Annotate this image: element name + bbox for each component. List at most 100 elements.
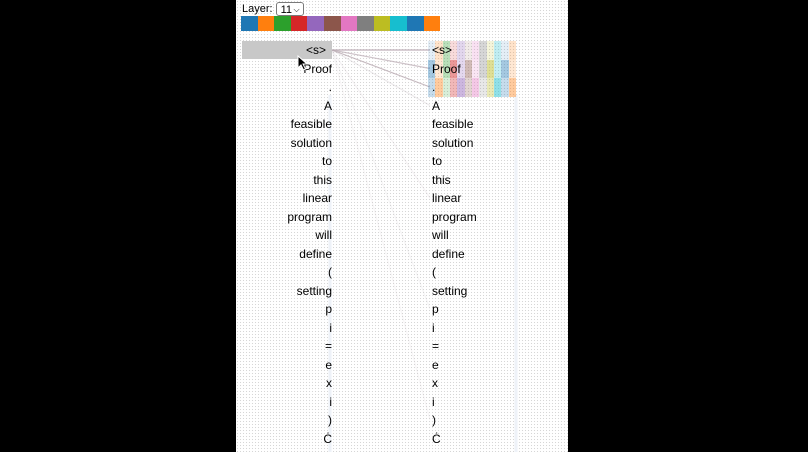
attention-weight-cell xyxy=(479,59,487,78)
right-token[interactable]: ) xyxy=(432,413,436,427)
right-token[interactable]: ( xyxy=(432,265,436,279)
attention-weight-cell xyxy=(457,78,465,97)
left-token[interactable]: this xyxy=(313,172,332,187)
left-token[interactable]: e xyxy=(325,357,332,372)
attention-weight-cell xyxy=(464,59,472,78)
head-color-swatch[interactable] xyxy=(373,16,391,31)
head-color-swatch[interactable] xyxy=(390,16,407,31)
attention-weight-cell xyxy=(472,78,480,97)
layer-select-value: 11 xyxy=(280,4,292,16)
right-token[interactable]: setting xyxy=(432,283,468,298)
attention-weight-cell xyxy=(464,78,472,97)
left-token[interactable]: p xyxy=(325,302,332,316)
right-token[interactable]: define xyxy=(432,246,465,261)
left-token[interactable]: Proof xyxy=(303,61,332,76)
left-token[interactable]: will xyxy=(315,228,332,242)
left-token[interactable]: ) xyxy=(328,413,332,427)
right-token[interactable]: . xyxy=(432,80,436,94)
left-token[interactable]: i xyxy=(329,394,332,409)
layer-label: Layer: xyxy=(242,3,273,15)
left-token[interactable]: program xyxy=(287,209,332,224)
attention-link xyxy=(331,49,431,310)
left-token[interactable]: linear xyxy=(302,191,332,205)
left-token[interactable]: <s> xyxy=(242,41,332,59)
head-color-swatch[interactable] xyxy=(323,16,341,31)
attention-weight-cell xyxy=(442,59,450,78)
left-token[interactable]: = xyxy=(324,339,332,353)
head-color-swatch[interactable] xyxy=(357,16,374,31)
attention-weight-cell xyxy=(457,41,465,60)
attention-link xyxy=(331,49,431,88)
layer-controls: Layer: 11 ⌵ xyxy=(242,1,304,17)
left-token[interactable]: A xyxy=(323,98,332,113)
left-token[interactable]: Ċ xyxy=(323,431,332,446)
attention-weight-cell xyxy=(508,41,516,60)
right-token[interactable]: p xyxy=(432,302,439,316)
head-color-swatch[interactable] xyxy=(290,16,308,31)
attention-weight-cell xyxy=(464,41,472,60)
left-token[interactable]: feasible xyxy=(290,117,332,131)
attention-weight-cell xyxy=(435,41,443,60)
attention-weight-cell xyxy=(508,78,516,97)
left-token[interactable]: ( xyxy=(328,265,332,279)
attention-weight-cell xyxy=(494,41,502,60)
attention-weight-cell xyxy=(428,59,436,78)
left-token[interactable]: to xyxy=(321,154,332,168)
right-token[interactable]: = xyxy=(432,339,440,353)
head-color-swatch[interactable] xyxy=(241,16,258,31)
attention-weight-cell xyxy=(501,78,509,97)
left-token[interactable]: solution xyxy=(290,135,332,150)
attention-link xyxy=(331,49,431,199)
attention-weight-cell xyxy=(472,41,480,60)
attention-weight-cell xyxy=(442,41,450,60)
attention-weight-cell xyxy=(486,41,494,60)
left-token[interactable]: setting xyxy=(296,283,332,298)
attention-weight-cell xyxy=(428,41,436,60)
right-token[interactable]: program xyxy=(432,209,477,224)
attention-weight-cell xyxy=(428,78,436,97)
right-token[interactable]: Proof xyxy=(432,61,461,76)
attention-link xyxy=(331,49,431,70)
left-token[interactable]: . xyxy=(328,80,332,94)
right-token[interactable]: e xyxy=(432,357,439,372)
left-token[interactable]: define xyxy=(299,246,332,261)
attention-weight-cell xyxy=(501,59,509,78)
attention-weight-cell xyxy=(435,59,443,78)
attention-weight-cell xyxy=(494,78,502,97)
right-token[interactable]: x xyxy=(432,376,438,390)
layer-select[interactable]: 11 ⌵ xyxy=(275,2,304,16)
right-token[interactable]: <s> xyxy=(432,43,453,57)
attention-weight-cell xyxy=(501,41,509,60)
right-token[interactable]: A xyxy=(432,98,441,113)
attention-heatmap-strip xyxy=(428,41,516,97)
left-token[interactable]: x xyxy=(326,376,332,390)
attention-weight-cell xyxy=(486,59,494,78)
head-color-swatch[interactable] xyxy=(257,16,275,31)
right-token[interactable]: linear xyxy=(432,191,462,205)
attention-weight-cell xyxy=(457,59,465,78)
attention-weight-cell xyxy=(472,59,480,78)
right-token[interactable]: i xyxy=(432,394,435,409)
head-color-swatch[interactable] xyxy=(274,16,291,31)
mouse-cursor-icon xyxy=(297,55,309,71)
right-token[interactable]: feasible xyxy=(432,117,474,131)
attention-link xyxy=(331,49,431,107)
right-token[interactable]: to xyxy=(432,154,443,168)
attention-weight-cell xyxy=(508,59,516,78)
head-color-swatch[interactable] xyxy=(423,16,441,31)
right-token[interactable]: this xyxy=(432,172,451,187)
attention-weight-cell xyxy=(479,41,487,60)
head-color-swatch[interactable] xyxy=(307,16,324,31)
left-token[interactable]: i xyxy=(329,320,332,335)
attention-weight-cell xyxy=(450,59,458,78)
right-token[interactable]: solution xyxy=(432,135,474,150)
head-color-palette xyxy=(241,16,441,31)
head-color-swatch[interactable] xyxy=(406,16,424,31)
head-color-swatch[interactable] xyxy=(340,16,358,31)
attention-weight-cell xyxy=(450,41,458,60)
right-token[interactable]: Ċ xyxy=(432,431,441,446)
attention-weight-cell xyxy=(486,78,494,97)
right-token[interactable]: i xyxy=(432,320,435,335)
right-token[interactable]: will xyxy=(432,228,449,242)
